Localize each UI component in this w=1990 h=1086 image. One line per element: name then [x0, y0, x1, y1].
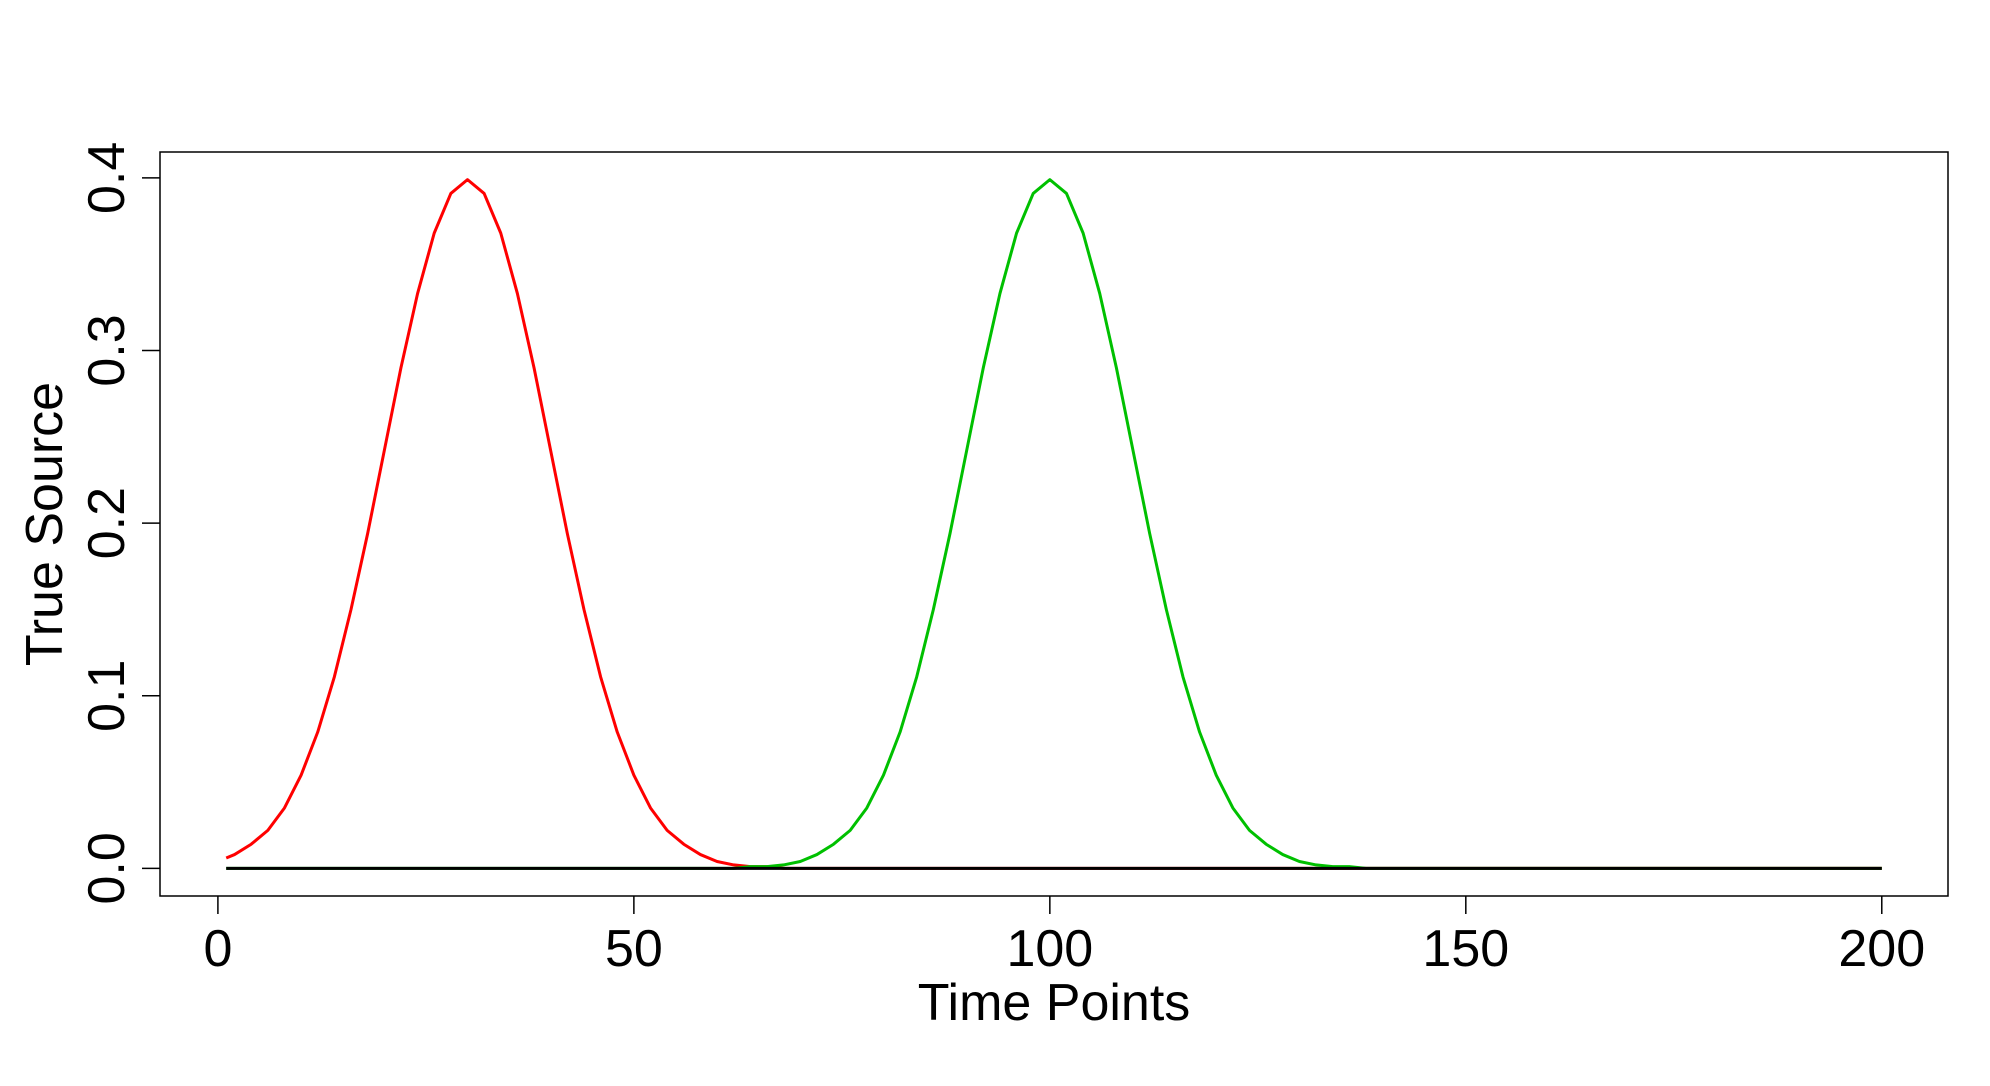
series-line: [225, 178, 1882, 870]
series-line: [226, 178, 1882, 870]
y-tick-label: 0.4: [78, 142, 136, 214]
x-tick-label: 50: [605, 920, 663, 978]
x-tick-label: 100: [1006, 920, 1093, 978]
x-tick-label: 0: [203, 920, 232, 978]
plot-box: [159, 151, 1949, 897]
x-tick-label: 200: [1838, 920, 1925, 978]
x-axis-title: Time Points: [918, 974, 1191, 1032]
y-tick-label: 0.2: [78, 487, 136, 559]
x-tick-label: 150: [1422, 920, 1509, 978]
y-tick-label: 0.0: [78, 832, 136, 904]
y-tick-label: 0.1: [78, 660, 136, 732]
y-tick-label: 0.3: [78, 314, 136, 386]
y-axis-title: True Source: [16, 382, 74, 666]
